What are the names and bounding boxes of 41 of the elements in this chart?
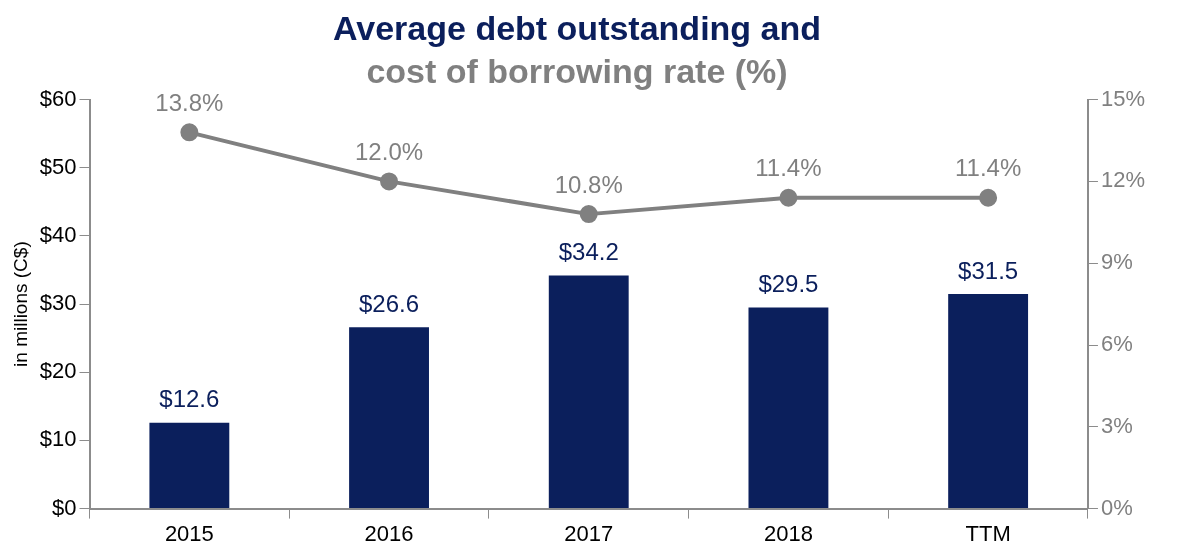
data-label: $34.2: [558, 238, 619, 266]
x-tick-label: TTM: [965, 520, 1011, 546]
data-label: $12.6: [159, 385, 220, 413]
data-label: 13.8%: [155, 88, 224, 116]
y2-tick-label: 6%: [1100, 331, 1133, 357]
data-label: 12.0%: [355, 138, 424, 166]
data-label: 10.8%: [554, 170, 623, 198]
point: [979, 188, 998, 207]
point: [779, 188, 798, 207]
point: [380, 172, 399, 191]
y-tick-label: $0: [52, 494, 77, 520]
y2-tick-label: 3%: [1100, 412, 1133, 438]
bar: [149, 422, 230, 509]
bar: [548, 275, 629, 509]
y2-tick-label: 0%: [1100, 494, 1133, 520]
data-label: $26.6: [359, 289, 420, 317]
bar: [948, 293, 1029, 509]
x-tick-label: 2018: [763, 520, 813, 546]
data-label: $29.5: [758, 270, 819, 298]
y-axis-title: in millions (C$): [9, 241, 31, 367]
y-tick-label: $30: [39, 290, 77, 316]
y-tick-label: $20: [39, 358, 77, 384]
bar: [748, 307, 829, 509]
y2-tick-label: 12%: [1100, 167, 1146, 193]
y2-tick-label: 9%: [1100, 249, 1133, 275]
y-tick-label: $60: [39, 85, 77, 111]
x-tick-label: 2015: [164, 520, 214, 546]
data-label: $31.5: [958, 256, 1019, 284]
y2-tick-label: 15%: [1100, 85, 1146, 111]
x-tick-label: 2017: [564, 520, 614, 546]
bar: [349, 327, 429, 509]
y-tick-label: $40: [39, 222, 77, 247]
y-tick-label: $50: [39, 153, 77, 179]
x-tick-label: 2016: [364, 520, 414, 546]
chart-title: Average debt outstanding and: [332, 8, 822, 47]
y-tick-label: $10: [39, 426, 77, 452]
point: [579, 205, 598, 224]
data-label: 11.4%: [755, 154, 822, 182]
chart-subtitle: cost of borrowing rate (%): [366, 51, 788, 90]
point: [180, 123, 199, 142]
data-label: 11.4%: [954, 154, 1022, 182]
